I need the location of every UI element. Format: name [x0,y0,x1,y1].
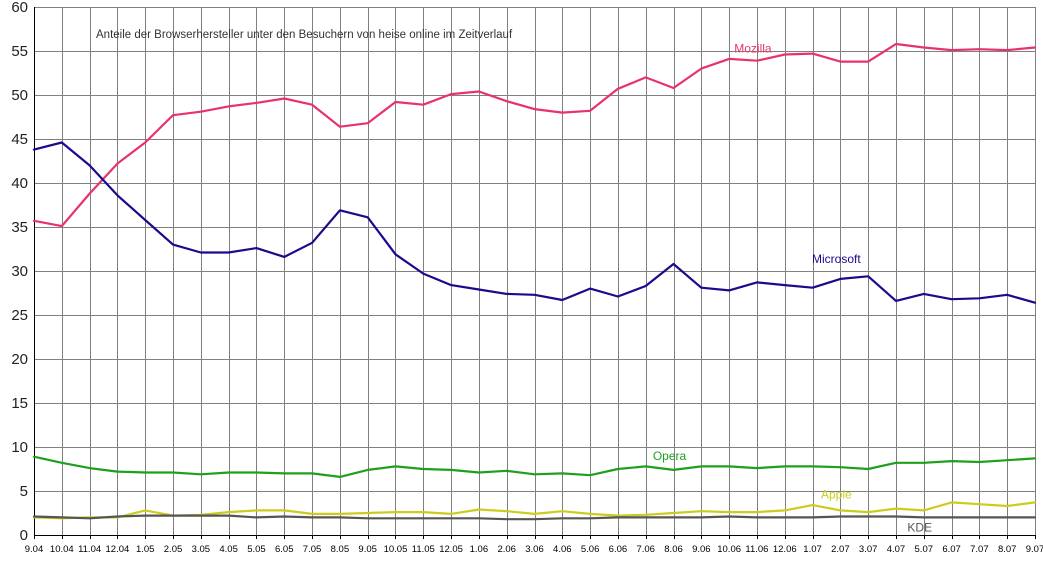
series-labels: Mozilla Microsoft Opera Apple KDE [653,42,932,535]
series-label-apple: Apple [821,487,852,501]
y-tick-label: 45 [11,131,28,148]
series-line-mozilla [32,42,1037,228]
x-tick-label: 5.07 [915,544,934,555]
y-tick-label: 25 [11,307,28,324]
series-line-opera [32,455,1037,478]
series-label-kde: KDE [907,520,932,534]
x-tick-label: 9.04 [25,544,44,555]
series-label-opera: Opera [653,449,687,463]
x-tick-label: 7.05 [303,544,322,555]
y-tick-label: 35 [11,219,28,236]
x-tick-label: 9.06 [692,544,711,555]
x-tick-label: 11.05 [412,544,435,555]
x-tick-label: 2.05 [164,544,183,555]
x-tick-label: 4.06 [553,544,572,555]
x-tick-label: 10.06 [717,544,741,555]
y-axis-ticks: 0 5 10 15 20 25 30 35 40 45 50 55 60 [11,0,28,544]
x-tick-label: 2.07 [831,544,850,555]
y-tick-label: 50 [11,87,28,104]
x-tick-label: 3.07 [859,544,878,555]
x-tick-label: 9.05 [358,544,377,555]
y-tick-label: 60 [11,0,28,16]
x-tick-label: 7.06 [636,544,655,555]
series-label-mozilla: Mozilla [734,42,772,56]
x-tick-label: 1.06 [470,544,489,555]
x-tick-label: 1.05 [136,544,155,555]
x-tick-label: 3.05 [192,544,211,555]
x-axis-ticks: 9.04 10.04 11.04 12.04 1.05 2.05 3.05 4.05 5.05 6… [25,544,1043,555]
series-line-microsoft [32,141,1037,304]
x-tick-label: 10.04 [50,544,74,555]
x-tick-label: 8.06 [664,544,683,555]
y-tick-label: 15 [11,395,28,412]
x-tick-label: 12.04 [106,544,130,555]
x-tick-label: 12.06 [773,544,797,555]
axes [34,7,1036,539]
x-tick-label: 1.07 [803,544,822,555]
chart-title: Anteile der Browserhersteller unter den … [96,29,513,41]
series-lines [32,42,1037,521]
x-tick-label: 9.07 [1026,544,1043,555]
y-tick-label: 0 [20,527,28,544]
x-tick-label: 4.05 [219,544,238,555]
x-tick-label: 2.06 [497,544,516,555]
x-tick-label: 7.07 [970,544,989,555]
series-line-kde [32,514,1037,521]
y-tick-label: 40 [11,175,28,192]
y-tick-label: 10 [11,439,28,456]
x-tick-label: 6.07 [942,544,961,555]
x-tick-label: 10.05 [384,544,408,555]
x-tick-label: 6.05 [275,544,294,555]
x-tick-label: 4.07 [887,544,906,555]
x-tick-label: 3.06 [525,544,544,555]
x-tick-label: 8.05 [331,544,350,555]
y-tick-label: 20 [11,351,28,368]
grid [34,7,1036,536]
x-tick-label: 5.05 [247,544,266,555]
x-tick-label: 12.05 [439,544,463,555]
x-tick-label: 11.06 [745,544,768,555]
y-tick-label: 30 [11,263,28,280]
series-label-microsoft: Microsoft [812,252,861,266]
y-tick-label: 55 [11,43,28,60]
x-tick-label: 8.07 [998,544,1017,555]
x-tick-label: 5.06 [581,544,600,555]
x-tick-label: 6.06 [609,544,628,555]
x-tick-label: 11.04 [78,544,101,555]
y-tick-label: 5 [20,483,28,500]
